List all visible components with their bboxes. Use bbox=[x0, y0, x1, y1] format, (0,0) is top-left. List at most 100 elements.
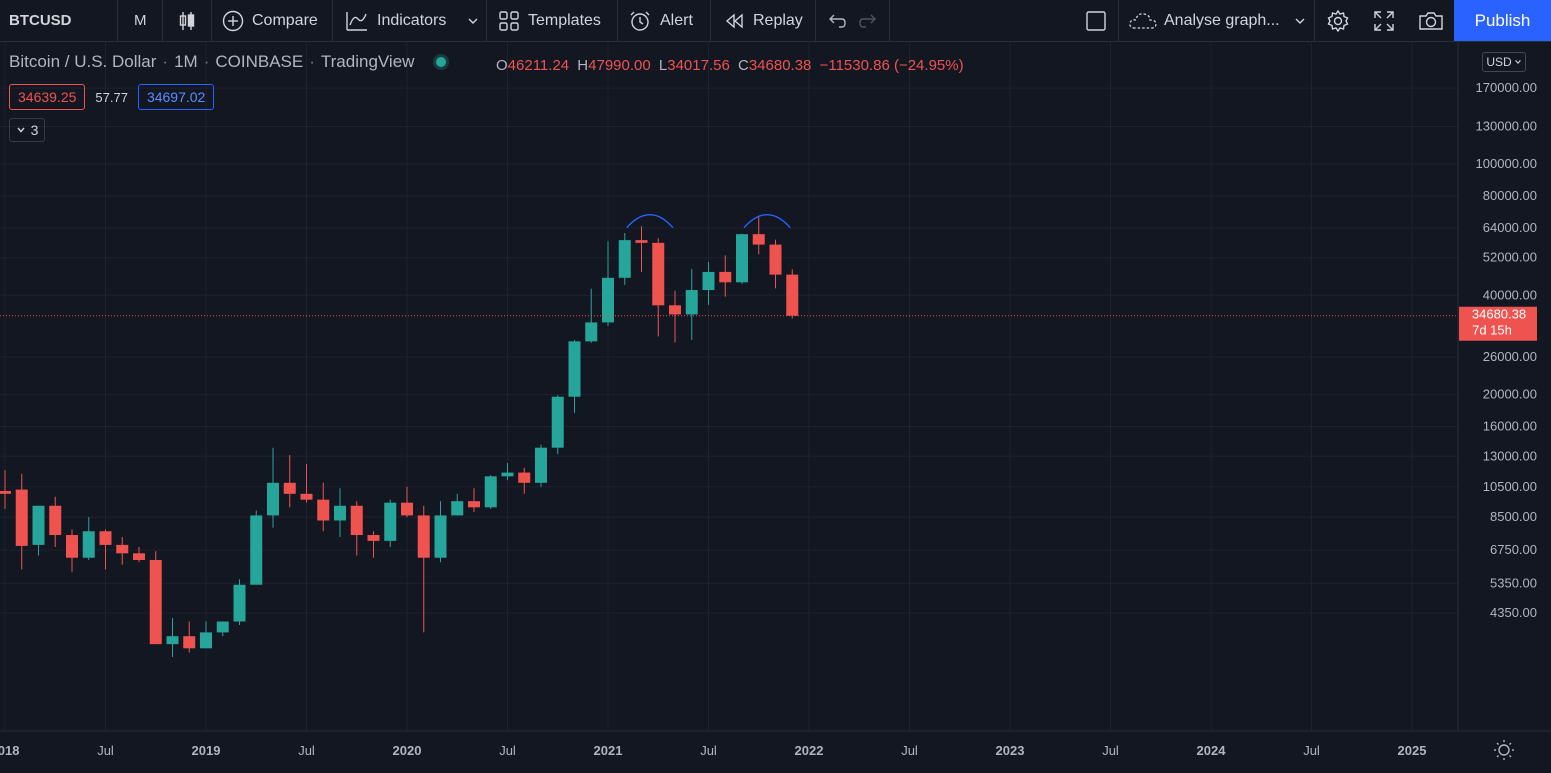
compare-button[interactable]: Compare bbox=[222, 0, 318, 41]
candle bbox=[267, 447, 279, 528]
candle-body bbox=[350, 505, 363, 536]
chart-type-button[interactable] bbox=[176, 0, 198, 41]
time-tick-label: 2018 bbox=[0, 743, 19, 758]
indicators-dropdown-button[interactable] bbox=[466, 0, 480, 41]
candle-body bbox=[468, 501, 480, 508]
candle bbox=[401, 486, 413, 518]
candle bbox=[300, 464, 313, 503]
candle bbox=[15, 473, 28, 570]
candle bbox=[66, 529, 78, 572]
price-tick-label: 100000.00 bbox=[1476, 156, 1537, 171]
currency-dropdown[interactable]: USD bbox=[1482, 52, 1526, 72]
time-tick-label: Jul bbox=[298, 743, 315, 758]
chevron-down-icon bbox=[16, 122, 26, 138]
fullscreen-button[interactable] bbox=[1373, 0, 1395, 41]
price-tick-label: 130000.00 bbox=[1476, 119, 1537, 134]
candle bbox=[417, 505, 430, 633]
legend-pair[interactable]: Bitcoin / U.S. Dollar bbox=[9, 52, 157, 71]
undo-button[interactable] bbox=[825, 0, 847, 41]
sun-icon[interactable] bbox=[1494, 740, 1514, 760]
time-tick-label: 2022 bbox=[795, 743, 824, 758]
candle-body bbox=[769, 244, 782, 275]
candle bbox=[250, 510, 263, 585]
price-chart[interactable]: 170000.00 130000.00 100000.00 80000.00 64000… bbox=[0, 42, 1551, 773]
replay-icon bbox=[723, 10, 745, 32]
templates-label: Templates bbox=[528, 11, 601, 29]
toolbar-divider bbox=[617, 0, 618, 41]
interval-button[interactable]: M bbox=[134, 12, 147, 29]
candle-body bbox=[82, 531, 95, 558]
candle-body bbox=[66, 535, 78, 558]
toolbar-divider bbox=[710, 0, 711, 41]
toolbar-divider bbox=[162, 0, 163, 41]
candle-body bbox=[451, 501, 464, 516]
price-axis[interactable] bbox=[1458, 42, 1551, 731]
candle bbox=[769, 239, 782, 289]
candle-body bbox=[652, 242, 665, 306]
candle-body bbox=[417, 515, 430, 558]
candle-series bbox=[0, 217, 799, 657]
candle-body bbox=[535, 447, 547, 483]
close-value: 34680.38 bbox=[748, 57, 812, 74]
time-axis-labels: 2018 Jul 2019 Jul 2020 Jul 2021 Jul 2022 Jul 2023 J… bbox=[0, 743, 1426, 758]
candle-body bbox=[568, 341, 581, 397]
candle-body bbox=[0, 490, 11, 494]
replay-label: Replay bbox=[753, 11, 803, 29]
price-tick-label: 64000.00 bbox=[1483, 220, 1537, 235]
layout-button[interactable] bbox=[1085, 0, 1107, 41]
candle-body bbox=[267, 482, 279, 516]
candle bbox=[233, 579, 246, 626]
toolbar-divider bbox=[1118, 0, 1119, 41]
symbol-search-button[interactable]: BTCUSD bbox=[9, 12, 72, 29]
candle-body bbox=[585, 322, 598, 342]
candle-body bbox=[49, 505, 62, 536]
double-top-annotation[interactable] bbox=[626, 213, 791, 229]
candle bbox=[501, 463, 514, 481]
templates-button[interactable]: Templates bbox=[498, 0, 601, 41]
toolbar-divider bbox=[1314, 0, 1315, 41]
replay-button[interactable]: Replay bbox=[723, 0, 803, 41]
alert-button[interactable]: Alert bbox=[628, 0, 693, 41]
publish-button[interactable]: Publish bbox=[1454, 0, 1551, 41]
price-tick-label: 26000.00 bbox=[1483, 349, 1537, 364]
price-axis-labels: 170000.00 130000.00 100000.00 80000.00 64000… bbox=[1476, 80, 1537, 620]
gear-icon bbox=[1326, 9, 1350, 33]
indicators-collapse-button[interactable]: 3 bbox=[9, 118, 45, 142]
last-price-tag: 34680.38 7d 15h bbox=[1459, 306, 1537, 341]
templates-icon bbox=[498, 10, 520, 32]
candle-body bbox=[334, 505, 346, 521]
candle-body bbox=[233, 584, 246, 622]
candle-body bbox=[216, 621, 229, 633]
price-tick-label: 8500.00 bbox=[1490, 509, 1537, 524]
snapshot-button[interactable] bbox=[1418, 0, 1444, 41]
indicators-button[interactable]: Indicators bbox=[345, 0, 446, 41]
candle bbox=[149, 551, 162, 645]
candle-body bbox=[149, 559, 162, 645]
layout-dropdown-button[interactable] bbox=[1293, 0, 1307, 41]
sell-price-button[interactable]: 34639.25 bbox=[9, 84, 86, 110]
time-axis[interactable] bbox=[0, 731, 1551, 773]
candle-body bbox=[401, 502, 413, 516]
save-layout-button[interactable]: Analyse graph... bbox=[1128, 0, 1280, 41]
candle bbox=[384, 499, 397, 547]
price-tick-label: 6750.00 bbox=[1490, 542, 1537, 557]
chevron-down-icon bbox=[1514, 55, 1522, 69]
arc-drawing[interactable] bbox=[626, 213, 674, 229]
alert-label: Alert bbox=[660, 11, 693, 29]
price-tick-label: 170000.00 bbox=[1476, 80, 1537, 95]
settings-button[interactable] bbox=[1326, 0, 1350, 41]
time-tick-label: Jul bbox=[499, 743, 516, 758]
time-tick-label: 2024 bbox=[1197, 743, 1227, 758]
redo-button[interactable] bbox=[858, 0, 880, 41]
candle-body bbox=[99, 531, 112, 545]
price-tick-label: 13000.00 bbox=[1483, 448, 1537, 463]
toolbar-divider bbox=[211, 0, 212, 41]
candle-body bbox=[518, 472, 531, 483]
candle bbox=[200, 621, 212, 649]
market-status-icon[interactable] bbox=[436, 57, 447, 67]
candle bbox=[350, 501, 363, 556]
candle-body bbox=[434, 515, 447, 558]
candle bbox=[635, 226, 648, 272]
arc-drawing[interactable] bbox=[743, 213, 791, 229]
buy-price-button[interactable]: 34697.02 bbox=[137, 84, 215, 110]
